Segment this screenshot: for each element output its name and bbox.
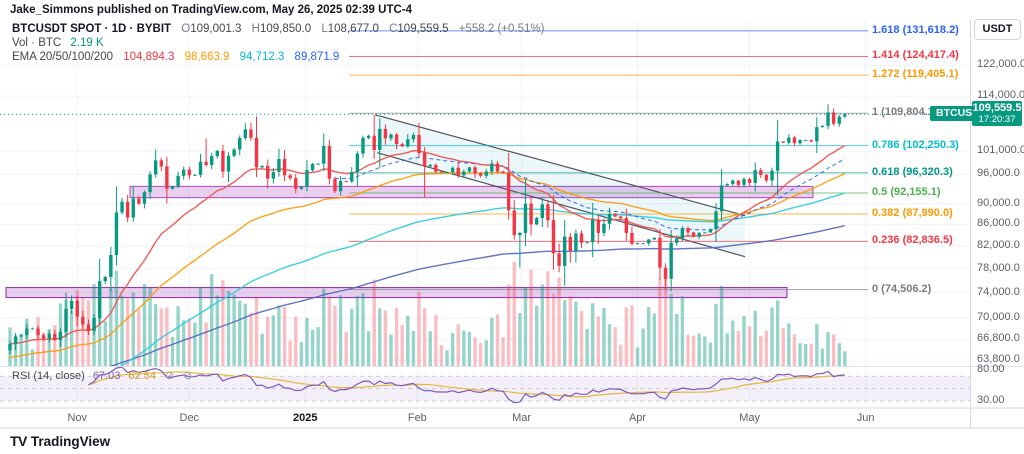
ema-label[interactable]: EMA 20/50/100/200 [12,51,114,63]
tradingview-logo[interactable]: TV TradingView [10,433,110,449]
time-axis[interactable]: Nov Dec 2025 Feb Mar Apr May Jun [0,412,970,428]
price-tick-label: 74,000.0 [977,285,1020,298]
fib-level-label: 1.618 (131,618.2) [872,23,959,36]
price-tick-label: 122,000.0 [977,58,1024,71]
currency-toggle[interactable]: USDT [974,19,1021,40]
high-value: 109,850.0 [259,23,312,35]
tv-logo-mark: TV [10,433,27,449]
close-label: C [389,23,398,35]
rsi-legend: RSI (14, close) 67.03 62.54 ⊘ ⊘ [12,369,193,382]
descending-channel[interactable] [374,114,746,258]
month-label: Nov [67,412,88,424]
ema-line [9,172,846,359]
month-label: Apr [628,412,647,424]
volume-label[interactable]: Vol · BTC [12,37,62,49]
month-label: Mar [512,412,532,424]
rsi-tick-label: 30.00 [977,394,1005,406]
fib-level-label: 0.786 (102,250.3) [872,138,959,151]
ema-line [9,144,846,345]
ema50-value: 98,663.9 [184,51,230,63]
open-value: 109,001.3 [190,23,242,35]
month-label: May [739,412,760,424]
candles-layer [8,104,847,355]
symbol-title[interactable]: BTCUSDT SPOT · 1D · BYBIT [12,23,172,35]
month-label: 2025 [293,412,318,424]
low-value: 108,677.0 [327,23,379,35]
change-value: +558.2 (+0.51%) [458,23,545,35]
fib-level-label: 0.382 (87,990.0) [872,206,953,219]
last-price-value: 109,559.5 [972,102,1022,115]
close-value: 109,559.5 [397,23,449,35]
last-price-badge: 109,559.5 17:20:37 [972,101,1022,127]
published-byline: Jake_Simmons published on TradingView.co… [10,4,413,16]
volume-row: Vol · BTC 2.19 K [12,36,544,50]
volume-value: 2.19 K [70,37,104,49]
price-tick-label: 101,000.0 [977,144,1024,157]
open-label: O [181,23,191,35]
price-tick-label: 114,000.0 [977,89,1024,102]
rsi-band [0,375,970,402]
fib-level-label: 0.618 (96,320.3) [872,165,953,178]
price-tick-label: 78,000.0 [977,261,1020,274]
price-tick-label: 86,000.0 [977,217,1020,230]
ema-row: EMA 20/50/100/200 104,894.3 98,663.9 94,… [12,50,544,64]
highlight-zones[interactable] [5,185,814,299]
fib-level-label: 1 (109,804.1) [872,106,938,119]
ema-line [334,157,846,231]
rsi-hidden-marker-icon[interactable]: ⊘ [165,370,175,382]
fib-level-label: 0.236 (82,836.5) [872,234,953,247]
ema-line [120,192,846,366]
rsi-label[interactable]: RSI (14, close) [12,370,85,382]
fib-level-label: 1.414 (124,417.4) [872,49,959,62]
price-tick-label: 96,000.0 [977,167,1020,180]
rsi-ma-value: 62.54 [128,370,156,382]
price-tick-label: 82,000.0 [977,239,1020,252]
month-label: Feb [407,412,427,424]
rsi-indicator [88,367,845,404]
high-label: H [251,23,260,35]
price-tick-label: 63,800.0 [977,353,1020,366]
volume-layer [8,261,847,366]
low-label: L [321,23,328,35]
pane-separators [0,20,1024,429]
rsi-tick-label: 80.00 [977,363,1005,375]
legend: BTCUSDT SPOT · 1D · BYBIT O109,001.3 H10… [12,22,544,64]
ema200-value: 89,871.9 [294,51,340,63]
ema100-value: 94,712.3 [239,51,285,63]
ema20-value: 104,894.3 [123,51,175,63]
price-tick-label: 70,000.0 [977,310,1020,323]
price-tick-label: 66,800.0 [977,332,1020,345]
rsi-hidden-marker-icon[interactable]: ⊘ [183,370,193,382]
tv-logo-text: TradingView [30,434,111,449]
bar-countdown: 17:20:37 [978,114,1016,126]
ema-line [108,225,845,366]
fib-level-label: 0.5 (92,155.1) [872,185,941,198]
rsi-value: 67.03 [92,370,121,382]
fib-level-label: 1.272 (119,405.1) [872,68,959,81]
fib-level-label: 0 (74,506.2) [872,282,932,295]
month-label: Dec [179,412,200,424]
month-label: Jun [856,412,875,424]
price-tick-label: 90,000.0 [977,196,1020,209]
symbol-row: BTCUSDT SPOT · 1D · BYBIT O109,001.3 H10… [12,22,544,36]
